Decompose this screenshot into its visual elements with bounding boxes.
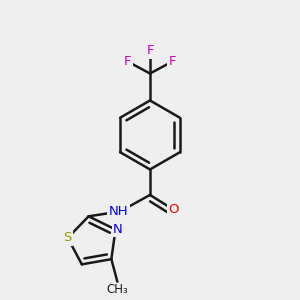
Text: F: F: [146, 44, 154, 58]
Text: S: S: [64, 231, 72, 244]
Text: F: F: [169, 55, 176, 68]
Text: F: F: [124, 55, 131, 68]
Text: O: O: [169, 203, 179, 216]
Text: NH: NH: [109, 205, 128, 218]
Text: N: N: [113, 223, 123, 236]
Text: CH₃: CH₃: [106, 283, 128, 296]
